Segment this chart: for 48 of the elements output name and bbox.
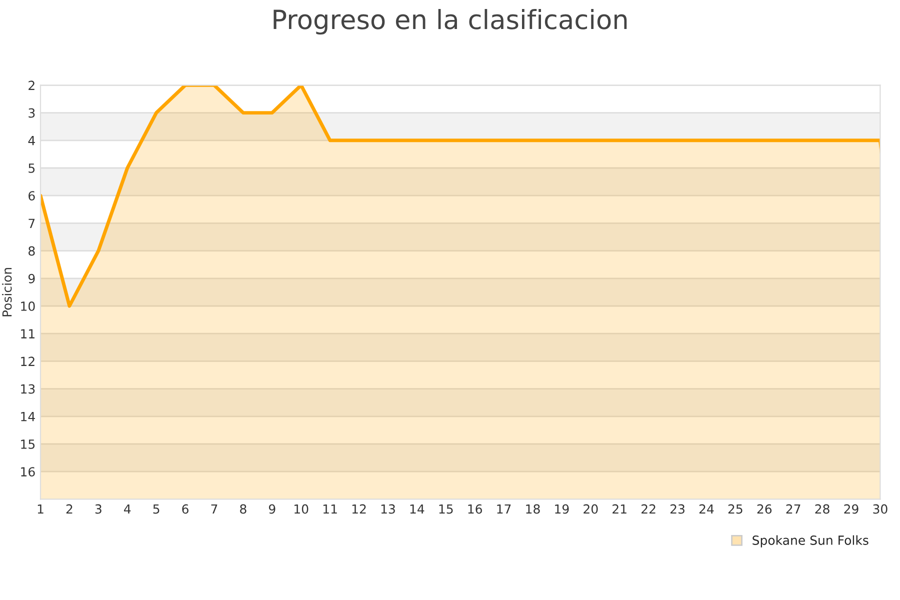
y-tick-label: 16 bbox=[21, 467, 35, 477]
x-tick-label: 28 bbox=[815, 504, 830, 514]
y-tick-label: 15 bbox=[21, 440, 35, 449]
y-tick-label: 12 bbox=[21, 356, 34, 366]
x-tick-label: 25 bbox=[728, 504, 742, 514]
x-tick-label: 7 bbox=[211, 504, 218, 514]
x-tick-label: 12 bbox=[352, 504, 366, 514]
y-tick-label: 8 bbox=[28, 246, 35, 256]
y-tick-label: 3 bbox=[28, 108, 35, 118]
x-tick-label: 15 bbox=[439, 504, 453, 514]
y-tick-label: 4 bbox=[28, 136, 35, 146]
y-tick-label: 11 bbox=[21, 329, 34, 338]
x-tick-label: 26 bbox=[757, 504, 772, 514]
x-tick-label: 30 bbox=[873, 504, 888, 514]
x-tick-label: 29 bbox=[844, 504, 858, 514]
y-tick-label: 13 bbox=[21, 384, 35, 394]
y-tick-label: 5 bbox=[28, 164, 35, 173]
x-tick-label: 22 bbox=[642, 504, 656, 514]
x-tick-label: 2 bbox=[66, 504, 72, 514]
x-tick-label: 9 bbox=[268, 504, 276, 514]
x-tick-label: 20 bbox=[584, 504, 598, 514]
x-tick-label: 13 bbox=[381, 504, 395, 514]
y-tick-label: 9 bbox=[28, 274, 35, 284]
x-tick-label: 11 bbox=[323, 504, 337, 514]
x-tick-label: 8 bbox=[240, 504, 246, 514]
x-tick-label: 21 bbox=[612, 504, 626, 514]
legend-label: Spokane Sun Folks bbox=[752, 535, 868, 548]
x-tick-label: 5 bbox=[153, 504, 160, 514]
x-tick-label: 10 bbox=[294, 504, 308, 514]
y-tick-label: 2 bbox=[28, 80, 34, 90]
x-tick-label: 24 bbox=[699, 504, 714, 514]
x-tick-label: 16 bbox=[468, 504, 482, 514]
x-tick-label: 18 bbox=[526, 504, 540, 514]
x-tick-label: 23 bbox=[670, 504, 684, 514]
x-tick-label: 1 bbox=[38, 504, 44, 514]
x-tick-label: 27 bbox=[786, 504, 800, 514]
x-tick-label: 3 bbox=[95, 504, 102, 514]
x-tick-label: 19 bbox=[555, 504, 569, 514]
y-axis-title: Posicion bbox=[2, 268, 12, 316]
chart-title: Progreso en la clasificacion bbox=[274, 9, 627, 35]
x-tick-label: 4 bbox=[124, 504, 131, 514]
x-tick-label: 17 bbox=[497, 504, 511, 514]
y-tick-label: 7 bbox=[28, 218, 35, 228]
y-tick-label: 6 bbox=[28, 191, 35, 201]
y-tick-label: 10 bbox=[21, 301, 35, 311]
y-tick-label: 14 bbox=[21, 412, 35, 422]
x-tick-label: 14 bbox=[410, 504, 424, 514]
x-tick-label: 6 bbox=[182, 504, 188, 514]
